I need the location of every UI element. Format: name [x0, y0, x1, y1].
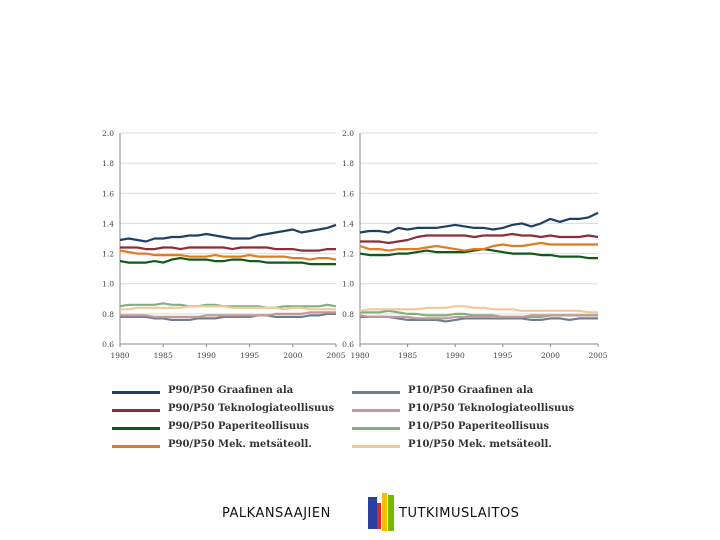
chart-right: 0.6 0.8 1.0 1.2 1.4 1.6 1.8 2.0 1980 1985 1990 1995…	[342, 129, 608, 360]
x-tick-label: 1980	[350, 351, 369, 360]
legend-label: P90/P50 Graafinen ala	[168, 385, 294, 396]
y-tick-label: 2.0	[102, 129, 114, 138]
y-tick-label: 0.8	[342, 310, 354, 319]
logo-bar-yellow	[382, 493, 387, 531]
institute-logo-icon	[368, 493, 394, 531]
y-tick-label: 0.8	[102, 310, 114, 319]
x-tick-label: 1990	[197, 351, 216, 360]
y-tick-label: 1.6	[342, 189, 354, 198]
y-tick-label: 1.2	[102, 250, 114, 259]
y-tick-label: 1.8	[102, 159, 114, 168]
series-line	[360, 232, 599, 245]
series-line	[120, 305, 336, 311]
legend-label: P90/P50 Teknologiateollisuus	[168, 403, 335, 414]
y-tick-label: 1.0	[342, 280, 354, 289]
y-tick-label: 1.6	[102, 189, 114, 198]
legend-swatch	[112, 409, 160, 412]
series-line	[120, 312, 336, 321]
series-line	[359, 211, 599, 234]
legend-swatch	[352, 391, 400, 394]
x-tick-label: 1995	[240, 351, 259, 360]
legend-swatch	[352, 445, 400, 448]
y-tick-label: 1.4	[102, 219, 114, 228]
series-line	[360, 315, 598, 323]
logo-bar-red	[377, 503, 381, 529]
series-line	[359, 314, 598, 320]
series-line	[119, 249, 337, 261]
series-line	[119, 257, 336, 266]
legend-item: P10/P50 Paperiteollisuus	[352, 421, 592, 439]
legend-label: P90/P50 Paperiteollisuus	[168, 421, 310, 432]
x-tick-label: 1995	[493, 351, 512, 360]
x-tick-label: 1985	[398, 351, 417, 360]
legend-label: P10/P50 Mek. metsäteoll.	[408, 439, 552, 450]
legend-swatch	[112, 427, 160, 430]
logo-bar-blue	[368, 497, 377, 529]
legend-swatch	[352, 409, 400, 412]
y-tick-label: 1.2	[342, 250, 354, 259]
footer-brand-right: TUTKIMUSLAITOS	[399, 506, 520, 521]
legend-label: P10/P50 Graafinen ala	[408, 385, 534, 396]
footer-brand-left: PALKANSAAJIEN	[222, 506, 331, 521]
chart-left: 0.6 0.8 1.0 1.2 1.4 1.6 1.8 2.0 1980 1985 1990 1995…	[102, 129, 346, 360]
legend-swatch	[352, 427, 400, 430]
series-line	[119, 223, 337, 243]
x-tick-label: 1985	[154, 351, 173, 360]
y-tick-label: 0.6	[102, 340, 114, 349]
legend-label: P90/P50 Mek. metsäteoll.	[168, 439, 312, 450]
series-line	[120, 246, 336, 252]
x-tick-label: 2005	[588, 351, 607, 360]
legend-item: P90/P50 Mek. metsäteoll.	[112, 439, 342, 457]
series-line	[120, 311, 336, 318]
y-tick-label: 1.4	[342, 219, 354, 228]
series-line	[359, 305, 598, 314]
y-tick-label: 1.8	[342, 159, 354, 168]
legend-item: P10/P50 Teknologiateollisuus	[352, 403, 592, 421]
x-tick-label: 2000	[541, 351, 560, 360]
legend-item: P90/P50 Graafinen ala	[112, 385, 342, 403]
x-tick-label: 2000	[283, 351, 302, 360]
legend-left: P90/P50 Graafinen ala P90/P50 Teknologia…	[112, 385, 342, 457]
legend-label: P10/P50 Teknologiateollisuus	[408, 403, 575, 414]
x-tick-label: 1980	[110, 351, 129, 360]
logo-bar-green	[388, 495, 394, 531]
legend-label: P10/P50 Paperiteollisuus	[408, 421, 550, 432]
legend-item: P90/P50 Paperiteollisuus	[112, 421, 342, 439]
legend-swatch	[112, 445, 160, 448]
legend-item: P90/P50 Teknologiateollisuus	[112, 403, 342, 421]
x-tick-label: 1990	[446, 351, 465, 360]
legend-item: P10/P50 Graafinen ala	[352, 385, 592, 403]
y-tick-label: 1.0	[102, 280, 114, 289]
x-tick-label: 2005	[326, 351, 345, 360]
legend-item: P10/P50 Mek. metsäteoll.	[352, 439, 592, 457]
series-line	[359, 241, 598, 252]
legend-swatch	[112, 391, 160, 394]
y-tick-label: 2.0	[342, 129, 354, 138]
y-tick-label: 0.6	[342, 340, 354, 349]
legend-right: P10/P50 Graafinen ala P10/P50 Teknologia…	[352, 385, 592, 457]
